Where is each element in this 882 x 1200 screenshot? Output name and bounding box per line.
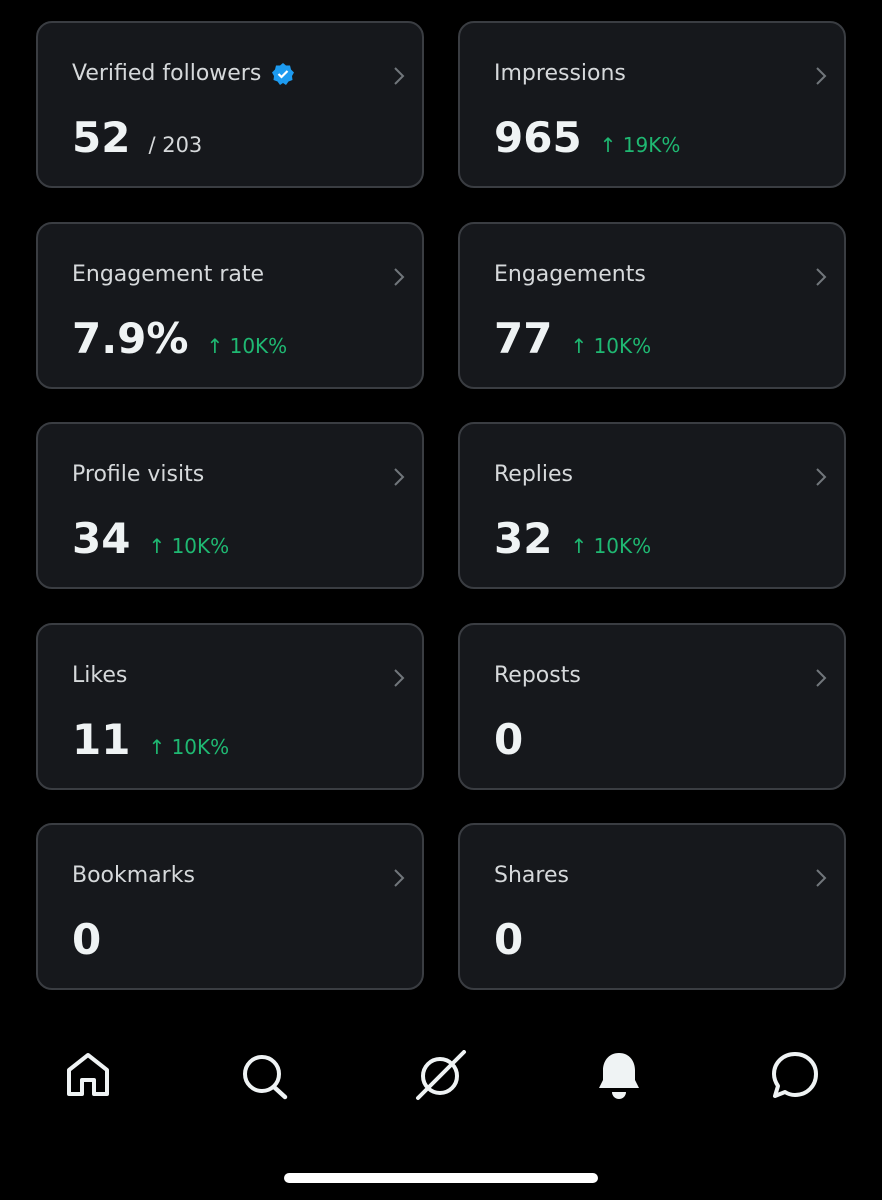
card-label: Engagement rate — [72, 261, 265, 287]
card-label-row: Verified followers — [72, 61, 295, 86]
card-value-row: 52 / 203 — [72, 113, 202, 162]
chevron — [816, 468, 827, 486]
chevron — [816, 668, 827, 687]
home-indicator — [284, 1173, 598, 1183]
card-change: ↑ 10K% — [148, 534, 230, 558]
card-value: 52 — [72, 113, 131, 162]
card-value-row: 32 ↑ 10K% — [494, 514, 651, 563]
chevron — [394, 267, 405, 286]
card-label: Likes — [72, 662, 128, 688]
card-value: 32 — [494, 514, 553, 563]
stat-card[interactable]: Reposts 0 — [458, 622, 846, 790]
verified-badge — [272, 62, 295, 85]
chevron — [394, 668, 405, 687]
card-label-row: Impressions — [494, 61, 626, 86]
stat-card[interactable]: Replies 32 ↑ 10K% — [458, 422, 846, 589]
card-value: 0 — [494, 915, 524, 964]
card-label-row: Profile visits — [72, 462, 204, 487]
stat-card[interactable]: Engagement rate 7.9% ↑ 10K% — [36, 221, 424, 389]
card-label: Reposts — [494, 662, 581, 688]
card-value-row: 34 ↑ 10K% — [72, 514, 229, 563]
card-change: ↑ 10K% — [570, 333, 652, 358]
stat-card[interactable]: Impressions 965 ↑ 19K% — [458, 21, 846, 188]
stat-card[interactable]: Profile visits 34 ↑ 10K% — [36, 422, 424, 589]
chevron — [394, 869, 405, 887]
card-value-row: 0 — [494, 915, 523, 964]
card-label: Verified followers — [72, 61, 262, 86]
card-label-row: Bookmarks — [72, 863, 195, 888]
card-change: ↑ 10K% — [148, 734, 230, 759]
stat-card[interactable]: Engagements 77 ↑ 10K% — [458, 221, 846, 389]
chevron — [816, 67, 827, 85]
card-value: 965 — [494, 113, 582, 162]
home-icon[interactable] — [64, 1050, 112, 1100]
stat-card[interactable]: Bookmarks 0 — [36, 823, 424, 990]
card-label-row: Engagements — [494, 262, 646, 287]
card-value-row: 0 — [494, 715, 523, 764]
card-label: Shares — [494, 863, 569, 888]
chevron — [394, 67, 405, 85]
card-label: Profile visits — [72, 462, 205, 487]
card-label: Bookmarks — [72, 863, 195, 888]
card-change: ↑ 10K% — [206, 333, 288, 358]
stat-card[interactable]: Shares 0 — [458, 823, 846, 990]
card-value-row: 7.9% ↑ 10K% — [72, 314, 287, 363]
card-label-row: Replies — [494, 462, 573, 487]
card-value: 0 — [494, 714, 524, 764]
grok-icon[interactable] — [414, 1050, 468, 1102]
card-label-row: Likes — [72, 663, 127, 688]
stat-card[interactable]: Verified followers 52 / 203 — [36, 21, 424, 188]
chevron — [816, 267, 827, 286]
card-value: 11 — [72, 714, 131, 764]
card-value-row: 77 ↑ 10K% — [494, 314, 651, 363]
card-value-row: 0 — [72, 915, 101, 964]
card-label: Replies — [494, 462, 574, 487]
search-icon[interactable] — [240, 1050, 290, 1100]
card-value: 77 — [494, 313, 553, 363]
card-value: 34 — [72, 514, 131, 563]
card-value-row: 11 ↑ 10K% — [72, 715, 229, 764]
card-value: 7.9% — [72, 313, 189, 363]
card-label: Impressions — [494, 61, 626, 86]
card-label-row: Shares — [494, 863, 569, 888]
card-total: / 203 — [148, 133, 203, 157]
messages-icon[interactable] — [770, 1050, 820, 1100]
card-change: ↑ 19K% — [599, 133, 681, 157]
card-value: 0 — [72, 915, 102, 964]
card-change: ↑ 10K% — [570, 534, 652, 558]
stat-card[interactable]: Likes 11 ↑ 10K% — [36, 622, 424, 790]
card-label-row: Engagement rate — [72, 262, 264, 287]
card-label-row: Reposts — [494, 663, 581, 688]
chevron — [816, 869, 827, 887]
notifications-icon[interactable] — [596, 1050, 642, 1100]
card-value-row: 965 ↑ 19K% — [494, 113, 680, 162]
chevron — [394, 468, 405, 486]
card-label: Engagements — [494, 261, 646, 287]
